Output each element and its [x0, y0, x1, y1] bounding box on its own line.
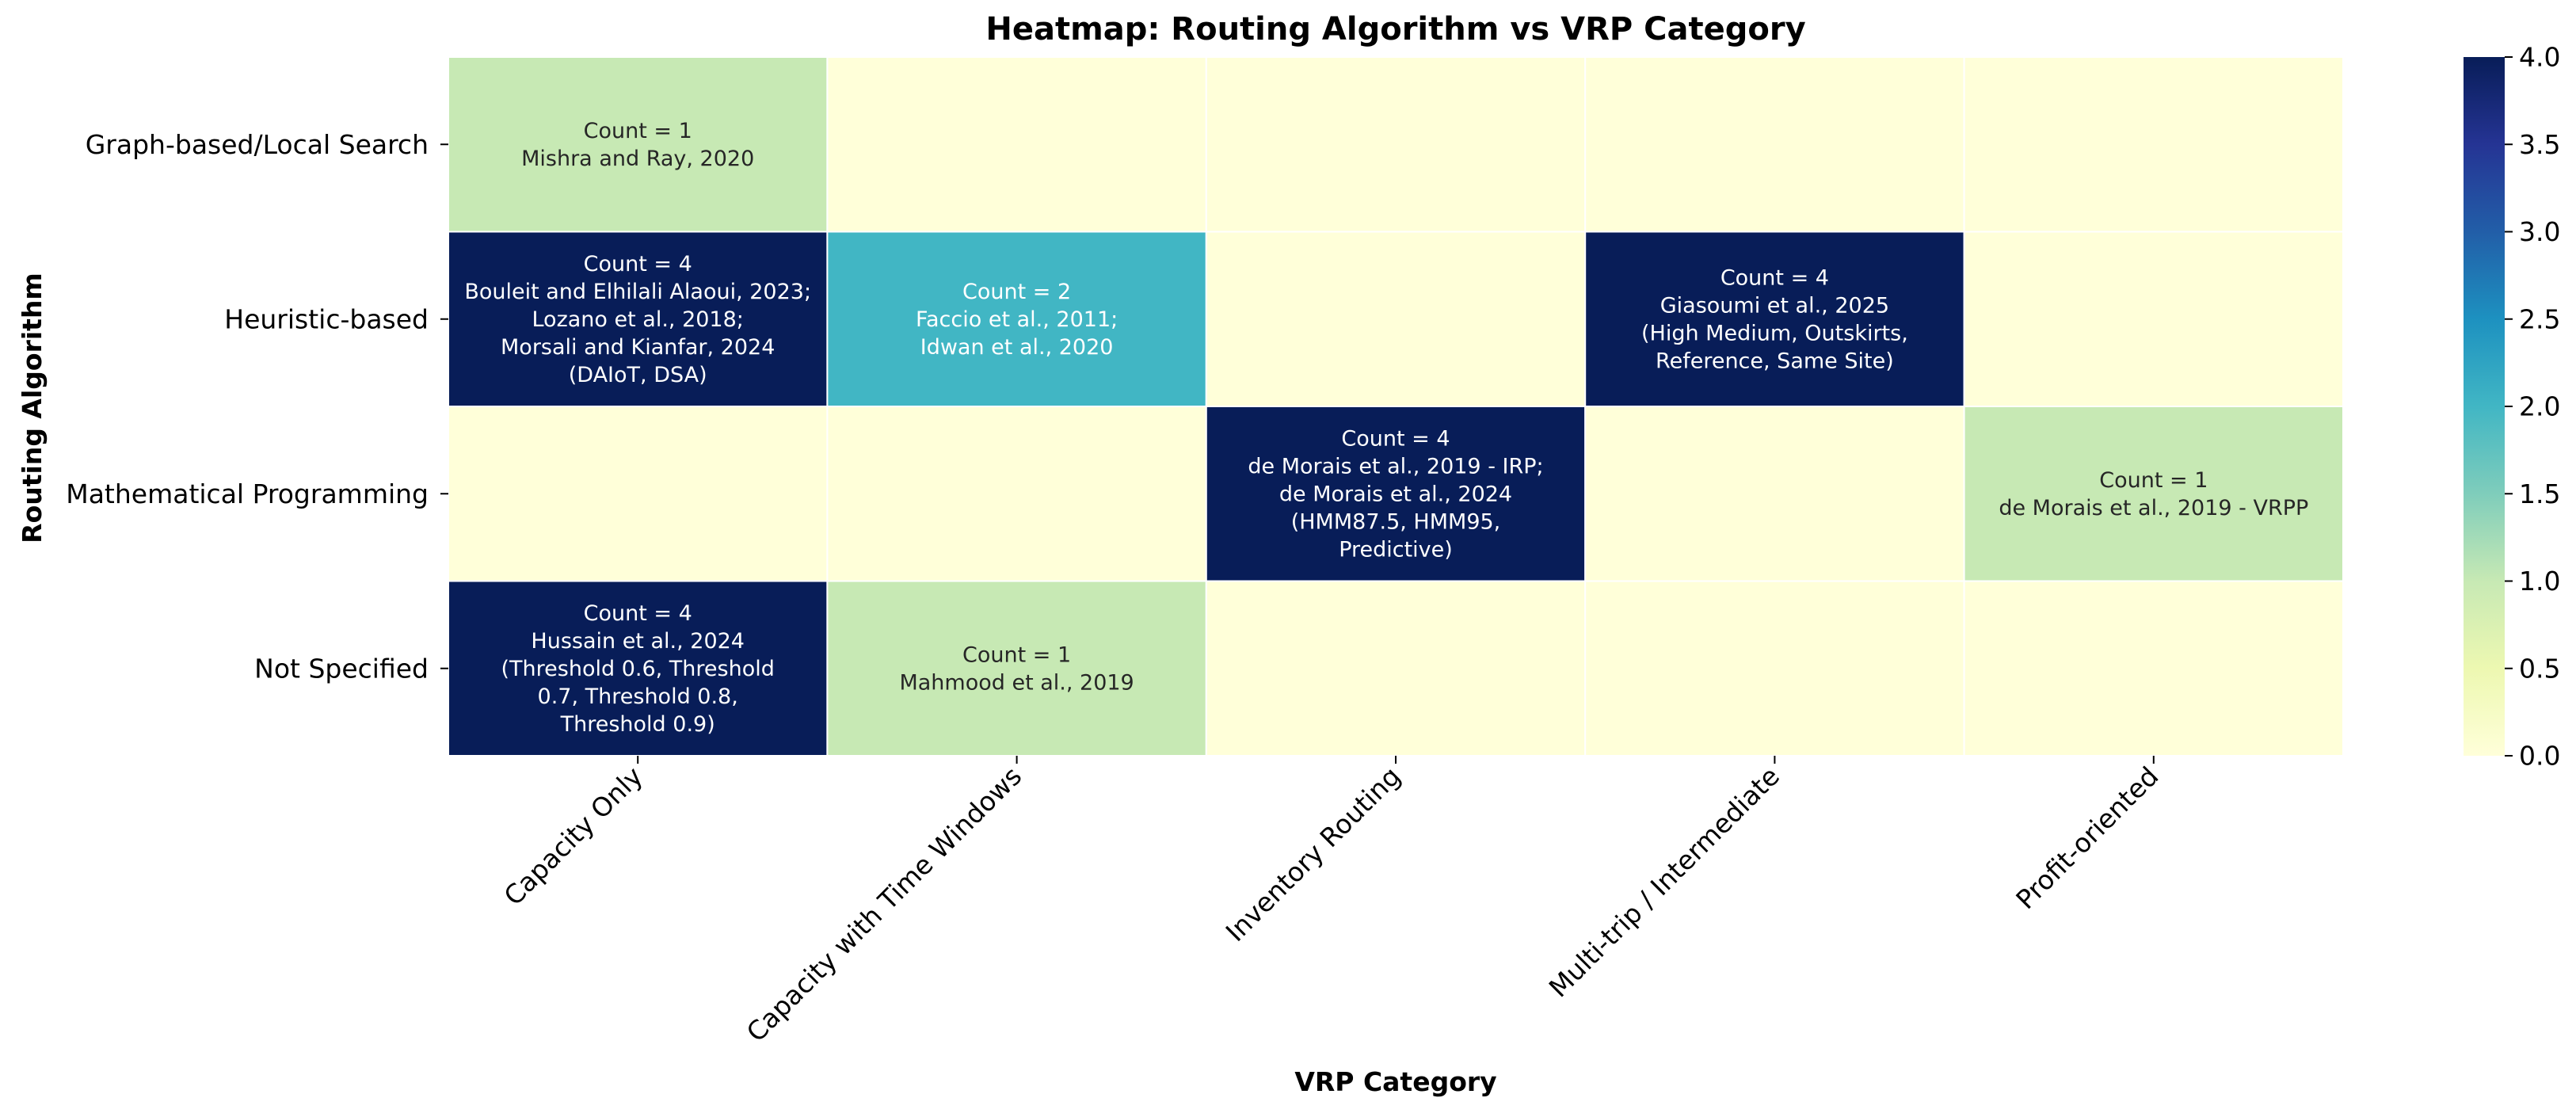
heatmap-cell — [1963, 580, 2345, 757]
cell-annotation: Count = 1 Mahmood et al., 2019 — [899, 642, 1134, 695]
cell-annotation: Count = 4 Bouleit and Elhilali Alaoui, 20… — [464, 251, 811, 387]
y-tick-label: Mathematical Programming — [66, 478, 429, 509]
x-tick-label: Profit-oriented — [2010, 761, 2164, 915]
cell-annotation-line: Count = 1 — [962, 642, 1071, 667]
cell-annotation-line: Count = 1 — [2099, 467, 2208, 492]
heatmap-cell — [448, 56, 829, 233]
heatmap-cell — [826, 580, 1207, 757]
colorbar-tick-label: 2.0 — [2519, 391, 2560, 422]
y-tick-label: Graph-based/Local Search — [86, 129, 429, 160]
cell-annotation: Count = 4 Hussain et al., 2024 (Threshold … — [501, 600, 775, 736]
cell-annotation-line: (DAIoT, DSA) — [569, 362, 707, 387]
colorbar-tick-label: 1.5 — [2519, 478, 2560, 509]
y-axis-ticks: Graph-based/Local Search Heuristic-based M… — [66, 129, 448, 684]
cell-annotation-line: (Threshold 0.6, Threshold — [501, 656, 775, 680]
y-axis-label: Routing Algorithm — [17, 273, 48, 543]
x-tick-label: Inventory Routing — [1220, 761, 1407, 947]
heatmap-cell — [448, 406, 829, 582]
cell-annotation-line: Count = 1 — [584, 118, 692, 143]
heatmap-cell — [448, 580, 829, 757]
cell-annotation-line: Count = 4 — [1721, 265, 1829, 290]
cell-annotation-line: Mahmood et al., 2019 — [899, 670, 1134, 695]
colorbar-gradient — [2464, 57, 2505, 756]
colorbar-tick-label: 2.5 — [2519, 303, 2560, 334]
cell-annotation-line: Predictive) — [1339, 537, 1453, 562]
y-tick-label: Heuristic-based — [224, 303, 429, 334]
cell-annotation-line: Faccio et al., 2011; — [916, 307, 1118, 331]
cell-annotation: Count = 4 de Morais et al., 2019 - IRP; de… — [1248, 426, 1543, 562]
cell-annotation-line: Idwan et al., 2020 — [920, 334, 1114, 359]
heatmap-cell — [1584, 231, 1965, 407]
cell-annotation-line: Threshold 0.9) — [560, 711, 715, 736]
cell-annotation-line: de Morais et al., 2024 — [1279, 482, 1512, 506]
cell-annotation: Count = 1 de Morais et al., 2019 - VRPP — [1999, 467, 2308, 520]
x-tick-label: Multi-trip / Intermediate — [1543, 761, 1785, 1003]
cell-annotation-line: Morsali and Kianfar, 2024 — [501, 334, 775, 359]
x-tick-label: Capacity with Time Windows — [741, 761, 1028, 1048]
heatmap-cell — [1584, 406, 1965, 582]
heatmap-cell — [1205, 231, 1587, 407]
cell-annotation-line: Count = 4 — [584, 600, 692, 625]
colorbar-ticks: 0.0 0.5 1.0 1.5 2.0 2.5 3.0 3.5 4.0 — [2505, 42, 2560, 772]
heatmap-cell — [1963, 56, 2345, 233]
x-axis-ticks: Capacity Only Capacity with Time Windows I… — [497, 756, 2164, 1048]
cell-annotation-line: Lozano et al., 2018; — [532, 307, 743, 331]
cell-annotation-line: (HMM87.5, HMM95, — [1291, 509, 1501, 534]
colorbar-tick-label: 1.0 — [2519, 566, 2560, 597]
colorbar-tick-label: 3.0 — [2519, 216, 2560, 247]
cell-annotation-line: Count = 4 — [584, 251, 692, 276]
heatmap-cell — [826, 56, 1207, 233]
cell-annotation-line: 0.7, Threshold 0.8, — [538, 684, 738, 708]
colorbar-tick-label: 0.0 — [2519, 741, 2560, 772]
heatmap-cell — [826, 406, 1207, 582]
cell-annotation-line: Count = 2 — [962, 279, 1071, 303]
cell-annotation-line: Count = 4 — [1341, 426, 1450, 451]
x-tick-label: Capacity Only — [497, 761, 648, 911]
y-tick-label: Not Specified — [254, 653, 429, 684]
heatmap-cell — [1205, 56, 1587, 233]
heatmap-cell — [1205, 406, 1587, 582]
heatmap-cell — [1963, 231, 2345, 407]
cell-annotation-line: Bouleit and Elhilali Alaoui, 2023; — [464, 279, 811, 303]
heatmap-cell — [1963, 406, 2345, 582]
chart-title: Heatmap: Routing Algorithm vs VRP Catego… — [985, 11, 1805, 48]
heatmap-cell — [1584, 56, 1965, 233]
cell-annotation-line: Hussain et al., 2024 — [531, 628, 745, 653]
colorbar-tick-label: 3.5 — [2519, 129, 2560, 160]
x-axis-label: VRP Category — [1294, 1066, 1496, 1097]
heatmap-cell — [1205, 580, 1587, 757]
cell-annotation-line: de Morais et al., 2019 - VRPP — [1999, 495, 2308, 520]
cell-annotation-line: Reference, Same Site) — [1656, 349, 1894, 373]
cell-annotation-line: de Morais et al., 2019 - IRP; — [1248, 454, 1543, 478]
colorbar-tick-label: 0.5 — [2519, 653, 2560, 684]
cell-annotation-line: Giasoumi et al., 2025 — [1660, 293, 1889, 318]
cell-annotation: Count = 2 Faccio et al., 2011; Idwan et al… — [916, 279, 1118, 359]
cell-annotation-line: (High Medium, Outskirts, — [1641, 321, 1908, 345]
cell-annotation: Count = 4 Giasoumi et al., 2025 (High Medi… — [1641, 265, 1908, 373]
colorbar-tick-label: 4.0 — [2519, 42, 2560, 73]
colorbar: 0.0 0.5 1.0 1.5 2.0 2.5 3.0 3.5 4.0 — [2464, 42, 2560, 772]
cell-annotation-line: Mishra and Ray, 2020 — [521, 146, 754, 170]
heatmap-cells: Count = 1 Mishra and Ray, 2020 Count = 4 Bo… — [448, 56, 2345, 757]
cell-annotation: Count = 1 Mishra and Ray, 2020 — [521, 118, 754, 170]
heatmap-cell — [1584, 580, 1965, 757]
